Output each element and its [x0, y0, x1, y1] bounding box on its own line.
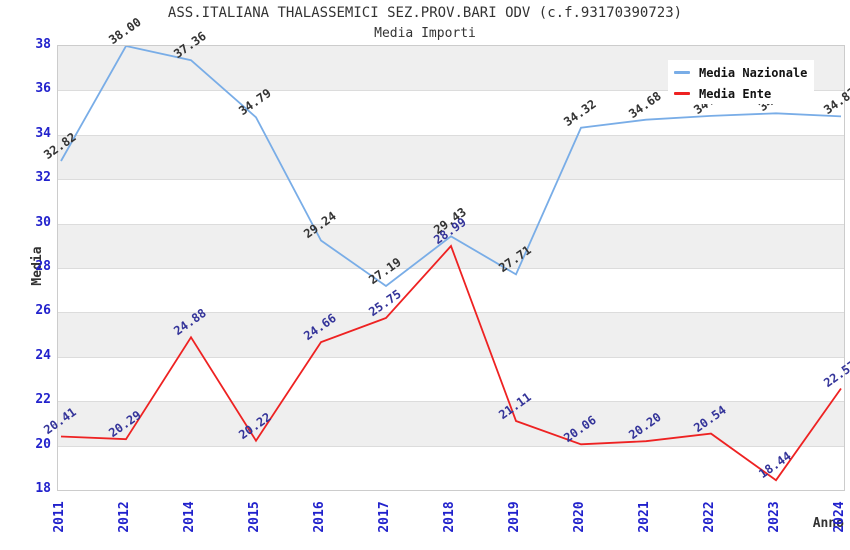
- grid-band: [58, 401, 844, 446]
- y-tick-label: 18: [35, 481, 51, 496]
- x-tick-label: 2018: [442, 501, 457, 533]
- grid-band: [58, 179, 844, 224]
- y-tick-label: 22: [35, 392, 51, 408]
- x-tick-label: 2014: [182, 501, 197, 533]
- plot-area: [57, 45, 845, 491]
- grid-band: [58, 312, 844, 357]
- gridline: [58, 134, 844, 136]
- x-tick-label: 2022: [702, 501, 717, 533]
- y-tick-label: 24: [35, 347, 51, 363]
- y-tick-label: 26: [35, 303, 51, 319]
- y-tick-label: 28: [35, 259, 51, 274]
- legend-label-media-nazionale: Media Nazionale: [699, 65, 808, 80]
- x-axis-title: Anno: [812, 516, 844, 531]
- grid-band: [58, 445, 844, 490]
- gridline: [58, 312, 844, 314]
- gridline: [58, 401, 844, 403]
- y-tick-label: 32: [35, 170, 51, 186]
- grid-band: [58, 356, 844, 402]
- gridline: [58, 90, 844, 92]
- x-tick-label: 2024: [832, 501, 847, 533]
- x-tick-label: 2012: [117, 501, 132, 533]
- gridline: [58, 445, 844, 447]
- x-tick-label: 2016: [312, 501, 327, 533]
- x-tick-label: 2019: [507, 501, 522, 533]
- legend-swatch-media-ente-icon: [674, 92, 690, 95]
- y-tick-label: 34: [35, 125, 51, 141]
- x-tick-label: 2020: [572, 501, 587, 533]
- chart-subtitle: Media Importi: [374, 26, 476, 41]
- chart-title: ASS.ITALIANA THALASSEMICI SEZ.PROV.BARI …: [167, 5, 683, 21]
- series-line-media-ente: [60, 244, 842, 482]
- series-lines-canvas: [60, 46, 842, 482]
- grid-band: [58, 268, 844, 313]
- gridline: [58, 179, 844, 181]
- grid-band: [58, 134, 844, 180]
- gridline: [58, 223, 844, 225]
- y-tick-label: 30: [35, 214, 51, 230]
- y-tick-label: 38: [35, 37, 51, 52]
- x-tick-label: 2021: [637, 501, 652, 533]
- x-tick-label: 2015: [247, 501, 262, 533]
- y-tick-label: 20: [35, 436, 51, 452]
- series-line-media-nazionale: [60, 46, 842, 288]
- gridline: [58, 268, 844, 269]
- legend-item-media-nazionale: Media Nazionale: [674, 62, 814, 83]
- legend-label-media-ente: Media Ente: [699, 86, 772, 101]
- gridline: [58, 356, 844, 358]
- legend-swatch-media-nazionale-icon: [674, 71, 690, 74]
- y-tick-label: 36: [35, 81, 51, 97]
- x-tick-label: 2011: [52, 501, 67, 533]
- legend-item-media-ente: Media Ente: [674, 83, 814, 104]
- x-tick-label: 2017: [377, 501, 392, 533]
- x-tick-label: 2023: [767, 501, 782, 533]
- legend: Media Nazionale Media Ente: [668, 60, 814, 104]
